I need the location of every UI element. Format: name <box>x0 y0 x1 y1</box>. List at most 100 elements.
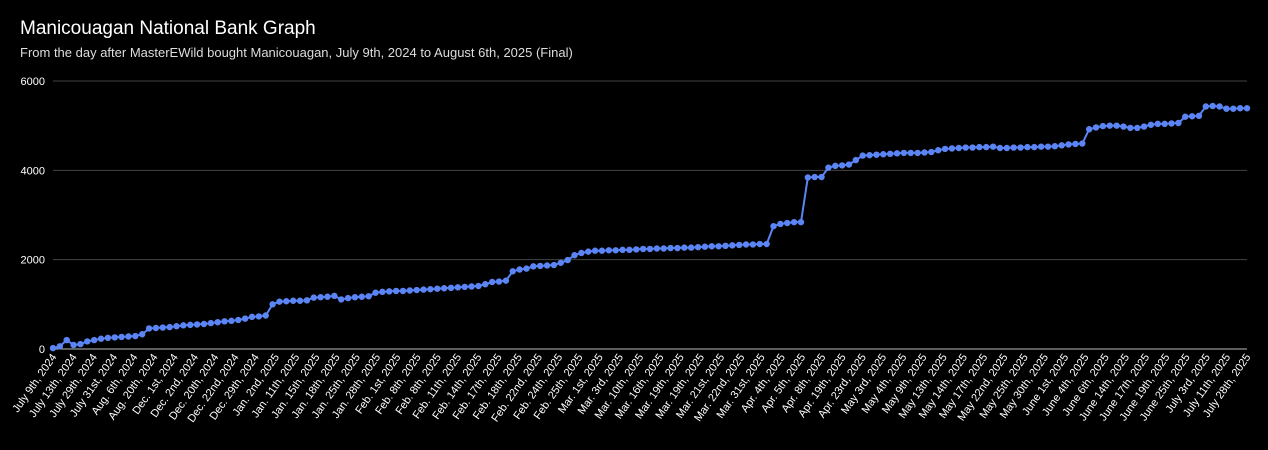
data-point <box>1175 119 1182 127</box>
data-point <box>516 266 523 273</box>
data-point <box>70 341 77 349</box>
data-point <box>1037 143 1045 150</box>
data-point <box>1024 143 1031 151</box>
data-point <box>1010 144 1017 151</box>
data-point <box>770 222 777 230</box>
data-point <box>331 292 338 300</box>
data-point <box>1079 140 1086 147</box>
series-points <box>49 102 1251 352</box>
data-point <box>619 246 626 254</box>
data-point <box>482 281 489 288</box>
data-point <box>667 244 674 252</box>
data-point <box>921 149 928 156</box>
data-point <box>928 148 935 156</box>
data-point <box>612 247 619 254</box>
data-point <box>852 156 860 164</box>
data-point <box>90 336 98 344</box>
y-tick-label: 4000 <box>21 165 45 177</box>
data-point <box>983 143 990 151</box>
data-point <box>1058 142 1065 149</box>
data-point <box>557 259 564 266</box>
data-point <box>317 293 324 301</box>
data-point <box>941 145 949 153</box>
data-point <box>708 243 715 250</box>
data-point <box>495 278 503 285</box>
data-point <box>434 285 441 292</box>
y-axis: 0 2000 4000 6000 <box>21 76 45 356</box>
data-point <box>344 294 352 302</box>
data-point <box>1216 103 1223 110</box>
data-point <box>125 333 132 340</box>
y-tick-label: 2000 <box>21 255 45 267</box>
data-point <box>152 324 160 332</box>
data-point <box>605 247 613 254</box>
data-point <box>97 335 105 342</box>
data-point <box>440 285 448 292</box>
data-point <box>502 277 510 284</box>
data-point <box>509 268 516 275</box>
data-point <box>276 298 283 305</box>
data-point <box>159 324 166 331</box>
data-point <box>454 284 462 291</box>
data-point <box>1099 122 1107 130</box>
data-point <box>866 151 873 159</box>
data-point <box>646 245 654 253</box>
data-point <box>1202 103 1210 110</box>
data-point <box>166 323 173 331</box>
data-point <box>324 293 331 300</box>
data-point <box>1044 143 1052 150</box>
data-point <box>1230 105 1237 112</box>
data-point <box>207 319 215 327</box>
data-point <box>214 319 221 326</box>
data-point <box>1113 122 1120 129</box>
data-point <box>1182 113 1189 120</box>
data-point <box>969 144 976 151</box>
data-point <box>578 249 585 257</box>
data-point <box>756 240 763 248</box>
data-point <box>187 321 194 329</box>
data-point <box>804 174 812 181</box>
data-point <box>1051 143 1059 150</box>
data-point <box>660 245 667 252</box>
data-point <box>777 220 784 228</box>
data-point <box>543 262 551 269</box>
data-point <box>736 241 743 249</box>
data-point <box>180 322 187 329</box>
data-point <box>1017 144 1024 151</box>
data-point <box>56 343 64 350</box>
data-point <box>715 243 722 250</box>
y-tick-label: 6000 <box>21 76 45 88</box>
data-point <box>550 261 558 269</box>
data-point <box>742 241 750 248</box>
data-point <box>386 288 393 295</box>
data-point <box>365 293 372 300</box>
data-point <box>296 297 304 304</box>
data-point <box>749 241 757 248</box>
data-point <box>200 320 208 328</box>
data-point <box>379 288 386 296</box>
data-point <box>537 262 544 270</box>
data-point <box>420 286 427 293</box>
data-point <box>530 263 537 270</box>
data-point <box>674 244 681 252</box>
data-point <box>996 144 1004 152</box>
data-point <box>358 293 365 300</box>
data-point <box>145 325 153 332</box>
data-point <box>976 143 983 151</box>
data-point <box>790 218 798 226</box>
data-point <box>1209 102 1216 110</box>
data-point <box>1134 124 1141 132</box>
data-point <box>303 297 311 304</box>
data-point <box>63 336 70 344</box>
data-point <box>900 149 908 157</box>
data-point <box>413 286 420 294</box>
data-point <box>989 143 997 150</box>
data-point <box>687 244 695 251</box>
data-point <box>585 248 592 255</box>
data-point <box>639 245 647 253</box>
chart-subtitle: From the day after MasterEWild bought Ma… <box>20 45 573 60</box>
data-point <box>104 334 112 342</box>
data-point <box>935 147 942 154</box>
